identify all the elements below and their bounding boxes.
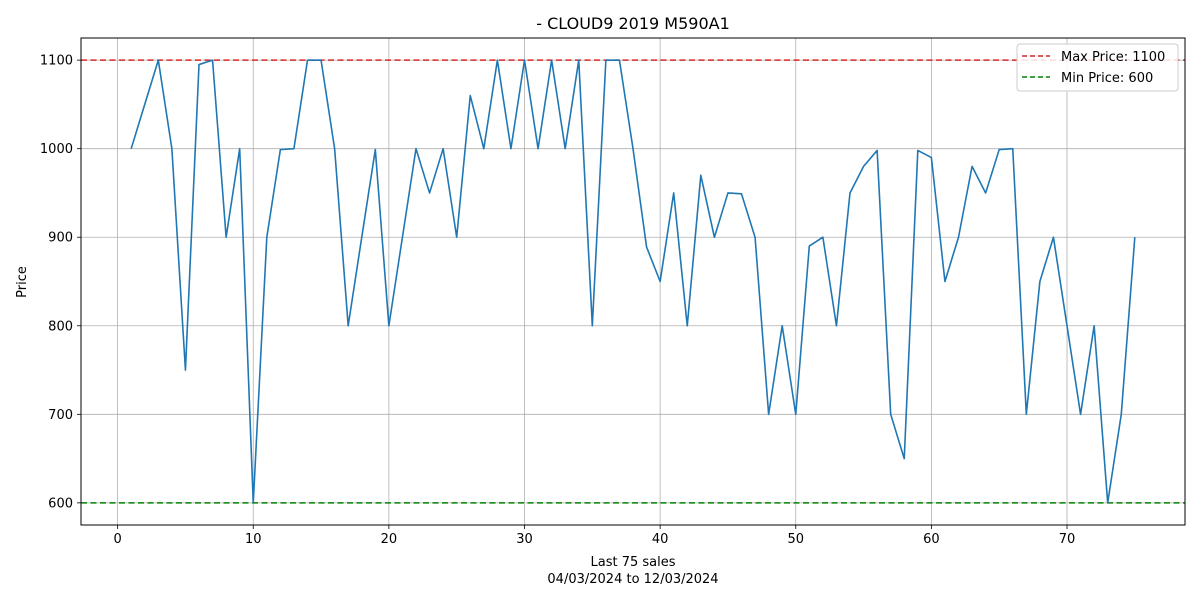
x-tick-label: 10 — [245, 532, 262, 547]
chart-title: - CLOUD9 2019 M590A1 — [536, 14, 730, 33]
legend-label-min-price: Min Price: 600 — [1061, 71, 1153, 86]
y-tick-label: 1100 — [40, 54, 73, 69]
x-tick-label: 40 — [652, 532, 669, 547]
x-axis-date-range: 04/03/2024 to 12/03/2024 — [547, 572, 718, 587]
x-tick-label: 50 — [787, 532, 804, 547]
y-tick-label: 600 — [48, 496, 73, 511]
y-tick-label: 700 — [48, 408, 73, 423]
x-tick-label: 30 — [516, 532, 533, 547]
legend-label-max-price: Max Price: 1100 — [1061, 50, 1165, 65]
legend: Max Price: 1100 Min Price: 600 — [1016, 43, 1179, 92]
y-axis-label: Price — [15, 266, 30, 298]
x-tick-label: 60 — [923, 532, 940, 547]
plot-frame — [80, 37, 1186, 526]
y-tick-label: 1000 — [40, 142, 73, 157]
legend-box — [1016, 43, 1179, 92]
y-axis-ticks: 600 700 800 900 1000 1100 — [40, 54, 81, 511]
x-tick-label: 70 — [1059, 532, 1076, 547]
x-axis-label: Last 75 sales — [590, 555, 675, 570]
series-group — [130, 59, 1136, 504]
x-axis-ticks: 0 10 20 30 40 50 60 70 — [113, 525, 1075, 547]
x-tick-label: 20 — [381, 532, 398, 547]
reference-lines — [81, 59, 1185, 504]
x-tick-label: 0 — [113, 532, 121, 547]
y-tick-label: 900 — [48, 231, 73, 246]
price-series-line — [130, 59, 1136, 504]
y-tick-label: 800 — [48, 319, 73, 334]
